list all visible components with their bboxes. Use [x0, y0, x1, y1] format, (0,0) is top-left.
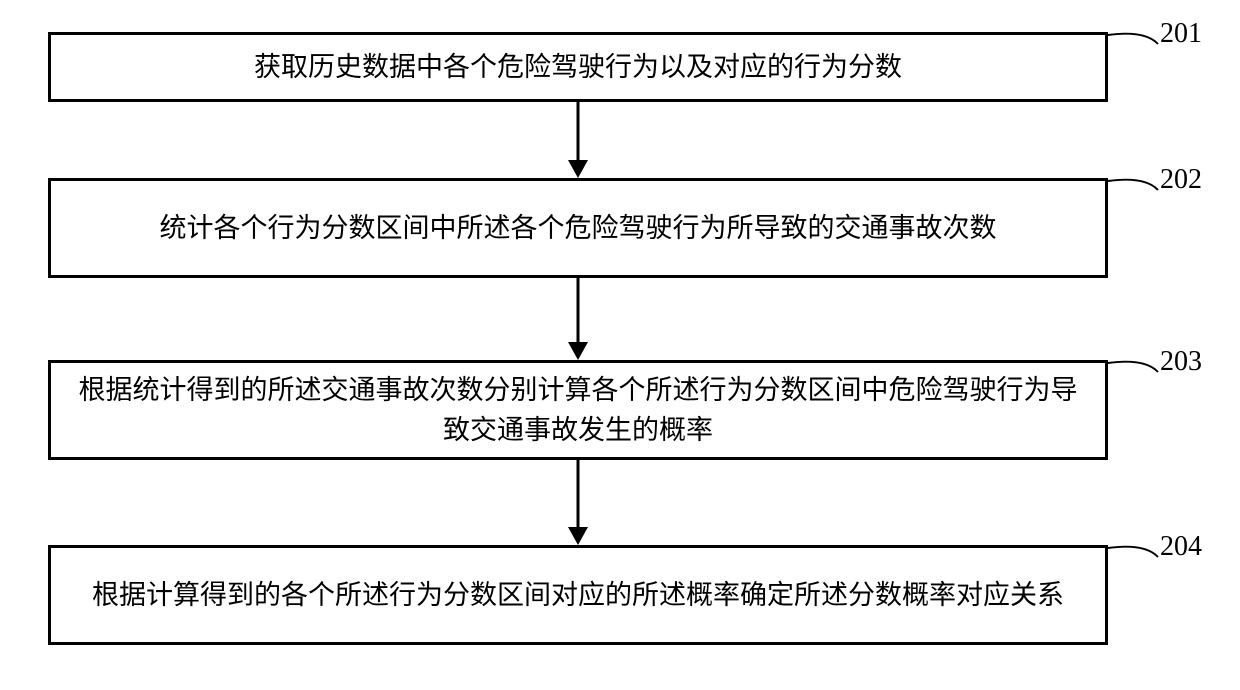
- flowchart-canvas: 获取历史数据中各个危险驾驶行为以及对应的行为分数 201 统计各个行为分数区间中…: [0, 0, 1240, 690]
- leader-4: [0, 0, 1240, 690]
- step-label-4: 204: [1160, 531, 1202, 563]
